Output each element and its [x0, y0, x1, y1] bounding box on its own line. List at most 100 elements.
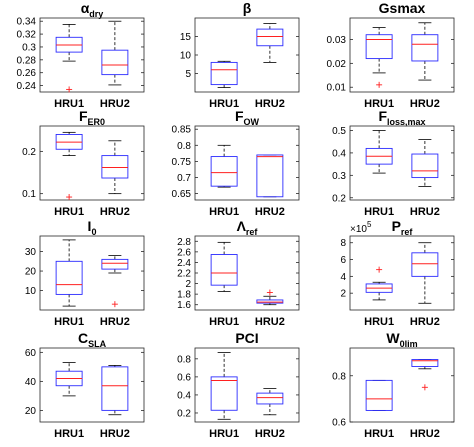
y-tick-label: 20 [25, 267, 37, 278]
axes-frame [349, 235, 455, 311]
subplot-title: Gsmax [379, 0, 426, 16]
box-hru2 [256, 23, 284, 63]
axes-frame [194, 235, 300, 311]
y-tick-label: 0.34 [17, 17, 37, 28]
y-tick-label: 0.75 [172, 157, 192, 168]
box-hru1 [55, 362, 83, 397]
y-tick-label: 10 [25, 286, 37, 297]
y-tick-label: 0.5 [332, 126, 346, 137]
y-tick-label: 0.8 [332, 371, 346, 382]
title-text: C [78, 330, 88, 346]
y-tick-label: 0.1 [22, 189, 36, 200]
axis-exponent: ×105 [350, 220, 372, 235]
subplot-title: αdry [81, 0, 104, 19]
y-tick-label: 0.02 [327, 59, 347, 70]
box-hru2 [101, 365, 129, 416]
box-hru2 [411, 242, 439, 304]
y-tick-label: 0.65 [172, 189, 192, 200]
y-tick-label: 0.2 [177, 408, 191, 419]
x-category-label: HRU1 [364, 206, 394, 218]
y-tick-label: 60 [25, 348, 37, 359]
title-subscript: ref [246, 227, 259, 237]
y-tick-label: 0.26 [17, 68, 37, 79]
box-hru1 [210, 144, 238, 188]
y-tick-label: 2.4 [177, 258, 191, 269]
axes-frame [194, 17, 300, 93]
exponent-power: 5 [367, 220, 372, 229]
y-tick-label: 4 [340, 272, 346, 283]
axes-frame [349, 125, 455, 201]
iqr-box [256, 28, 284, 47]
axes-frame [39, 235, 145, 311]
subplot: I0 10 20 30 HRU1 HRU2 [25, 218, 145, 328]
y-tick-label: 0.4 [332, 148, 346, 159]
y-tick-label: 0.2 [22, 147, 36, 158]
axes-frame [194, 347, 300, 423]
y-tick-label: 0.3 [332, 171, 346, 182]
iqr-box [101, 258, 129, 270]
title-subscript: 0 [91, 227, 96, 237]
subplot-title: Floss,max [378, 108, 425, 127]
subplot: αdry 0.24 0.26 0.28 0.30.32 0.34 HRU1 HRU2 [17, 0, 145, 110]
title-subscript: loss,max [387, 117, 426, 127]
x-category-label: HRU2 [410, 98, 440, 110]
x-category-label: HRU2 [410, 316, 440, 328]
y-tick-label: 2.6 [177, 247, 191, 258]
x-category-label: HRU1 [209, 428, 239, 440]
box-hru2 [411, 139, 439, 187]
box-hru2 [411, 22, 439, 81]
x-category-label: HRU2 [100, 428, 130, 440]
box-hru1 [55, 131, 83, 201]
y-tick-label: 0.6 [332, 418, 346, 429]
y-tick-label: 0.4 [177, 390, 191, 401]
subplot-title: PCI [235, 330, 258, 346]
x-category-label: HRU2 [255, 98, 285, 110]
y-tick-label: 1.8 [177, 290, 191, 301]
title-text: PCI [235, 330, 258, 346]
y-tick-label: 0.8 [177, 141, 191, 152]
box-hru1 [365, 27, 393, 88]
axes-frame [39, 125, 145, 201]
box-hru2 [256, 289, 284, 306]
subplot-title: W0lim [386, 330, 417, 349]
y-tick-label: 10 [180, 51, 192, 62]
subplot-title: I0 [88, 218, 97, 237]
title-text: α [81, 0, 90, 16]
iqr-box [411, 34, 439, 62]
box-hru1 [365, 130, 393, 174]
iqr-box [365, 379, 393, 411]
iqr-box [365, 34, 393, 60]
title-text: P [392, 218, 401, 234]
subplot: FOW 0.65 0.7 0.75 0.8 0.85 HRU1 HRU2 [172, 108, 300, 218]
title-text: Gsmax [379, 0, 426, 16]
subplot: PCI 0.2 0.4 0.6 0.8 HRU1 HRU2 [177, 330, 300, 440]
title-subscript: OW [244, 117, 260, 127]
y-tick-label: 2.2 [177, 269, 191, 280]
x-category-label: HRU1 [364, 316, 394, 328]
box-hru2 [411, 359, 439, 391]
x-category-label: HRU2 [410, 206, 440, 218]
y-tick-label: 30 [25, 247, 37, 258]
y-tick-label: 2.8 [177, 237, 191, 248]
axes-frame [349, 17, 455, 93]
axes-frame [39, 17, 145, 93]
x-category-label: HRU1 [209, 316, 239, 328]
box-hru1 [365, 379, 393, 411]
x-category-label: HRU2 [255, 316, 285, 328]
title-text: Λ [237, 218, 247, 234]
y-tick-label: 0.2 [332, 193, 346, 204]
y-tick-label: 40 [25, 377, 37, 388]
y-tick-label: 0.3 [22, 42, 36, 53]
title-subscript: ref [401, 227, 414, 237]
iqr-box [101, 49, 129, 76]
iqr-box [411, 359, 439, 367]
box-hru1 [210, 352, 238, 420]
title-subscript: ER0 [88, 117, 106, 127]
x-category-label: HRU2 [100, 206, 130, 218]
iqr-box [256, 154, 284, 198]
iqr-box [411, 252, 439, 277]
box-hru1 [55, 239, 83, 307]
y-tick-label: 20 [25, 406, 37, 417]
exponent-base: ×10 [350, 224, 367, 235]
